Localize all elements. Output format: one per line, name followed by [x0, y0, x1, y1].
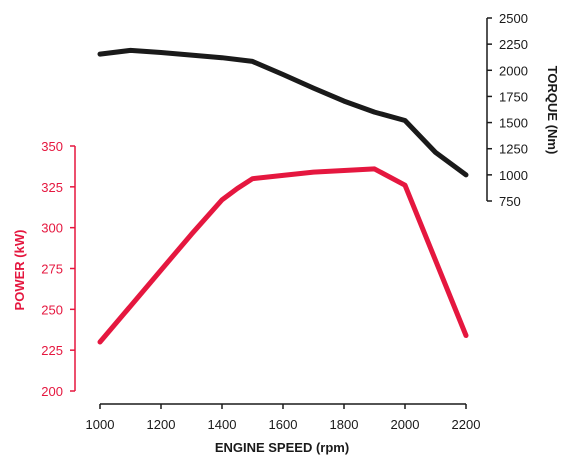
y-left-tick-label: 275 [41, 262, 63, 277]
y-axis-right: 750 1000 1250 1500 1750 2000 2250 2500 [486, 11, 528, 209]
y-left-tick-label: 250 [41, 302, 63, 317]
x-axis-title: ENGINE SPEED (rpm) [215, 440, 349, 455]
y-right-tick-label: 2250 [499, 37, 528, 52]
x-tick-label: 1800 [330, 417, 359, 432]
y-right-tick-label: 2500 [499, 11, 528, 26]
torque-series [97, 47, 469, 178]
y-right-tick-label: 1000 [499, 168, 528, 183]
y-axis-left: 200 225 250 275 300 325 350 [41, 139, 76, 399]
y-left-tick-label: 200 [41, 384, 63, 399]
y-right-tick-label: 750 [499, 194, 521, 209]
x-tick-label: 1600 [269, 417, 298, 432]
power-series [97, 166, 469, 345]
y-axis-right-title: TORQUE (Nm) [545, 66, 560, 155]
y-left-tick-label: 300 [41, 221, 63, 236]
torque-line [97, 47, 469, 178]
y-right-tick-label: 2000 [499, 63, 528, 78]
y-right-tick-label: 1750 [499, 89, 528, 104]
x-tick-label: 2000 [391, 417, 420, 432]
y-right-tick-label: 1250 [499, 142, 528, 157]
x-tick-label: 1400 [208, 417, 237, 432]
x-tick-label: 1200 [147, 417, 176, 432]
power-line [97, 166, 469, 345]
y-left-tick-label: 225 [41, 343, 63, 358]
x-axis: 1000 1200 1400 1600 1800 2000 2200 [86, 403, 481, 432]
y-left-tick-label: 325 [41, 180, 63, 195]
y-left-tick-label: 350 [41, 139, 63, 154]
x-tick-label: 1000 [86, 417, 115, 432]
x-tick-label: 2200 [452, 417, 481, 432]
y-axis-left-title: POWER (kW) [12, 230, 27, 311]
y-right-tick-label: 1500 [499, 116, 528, 131]
